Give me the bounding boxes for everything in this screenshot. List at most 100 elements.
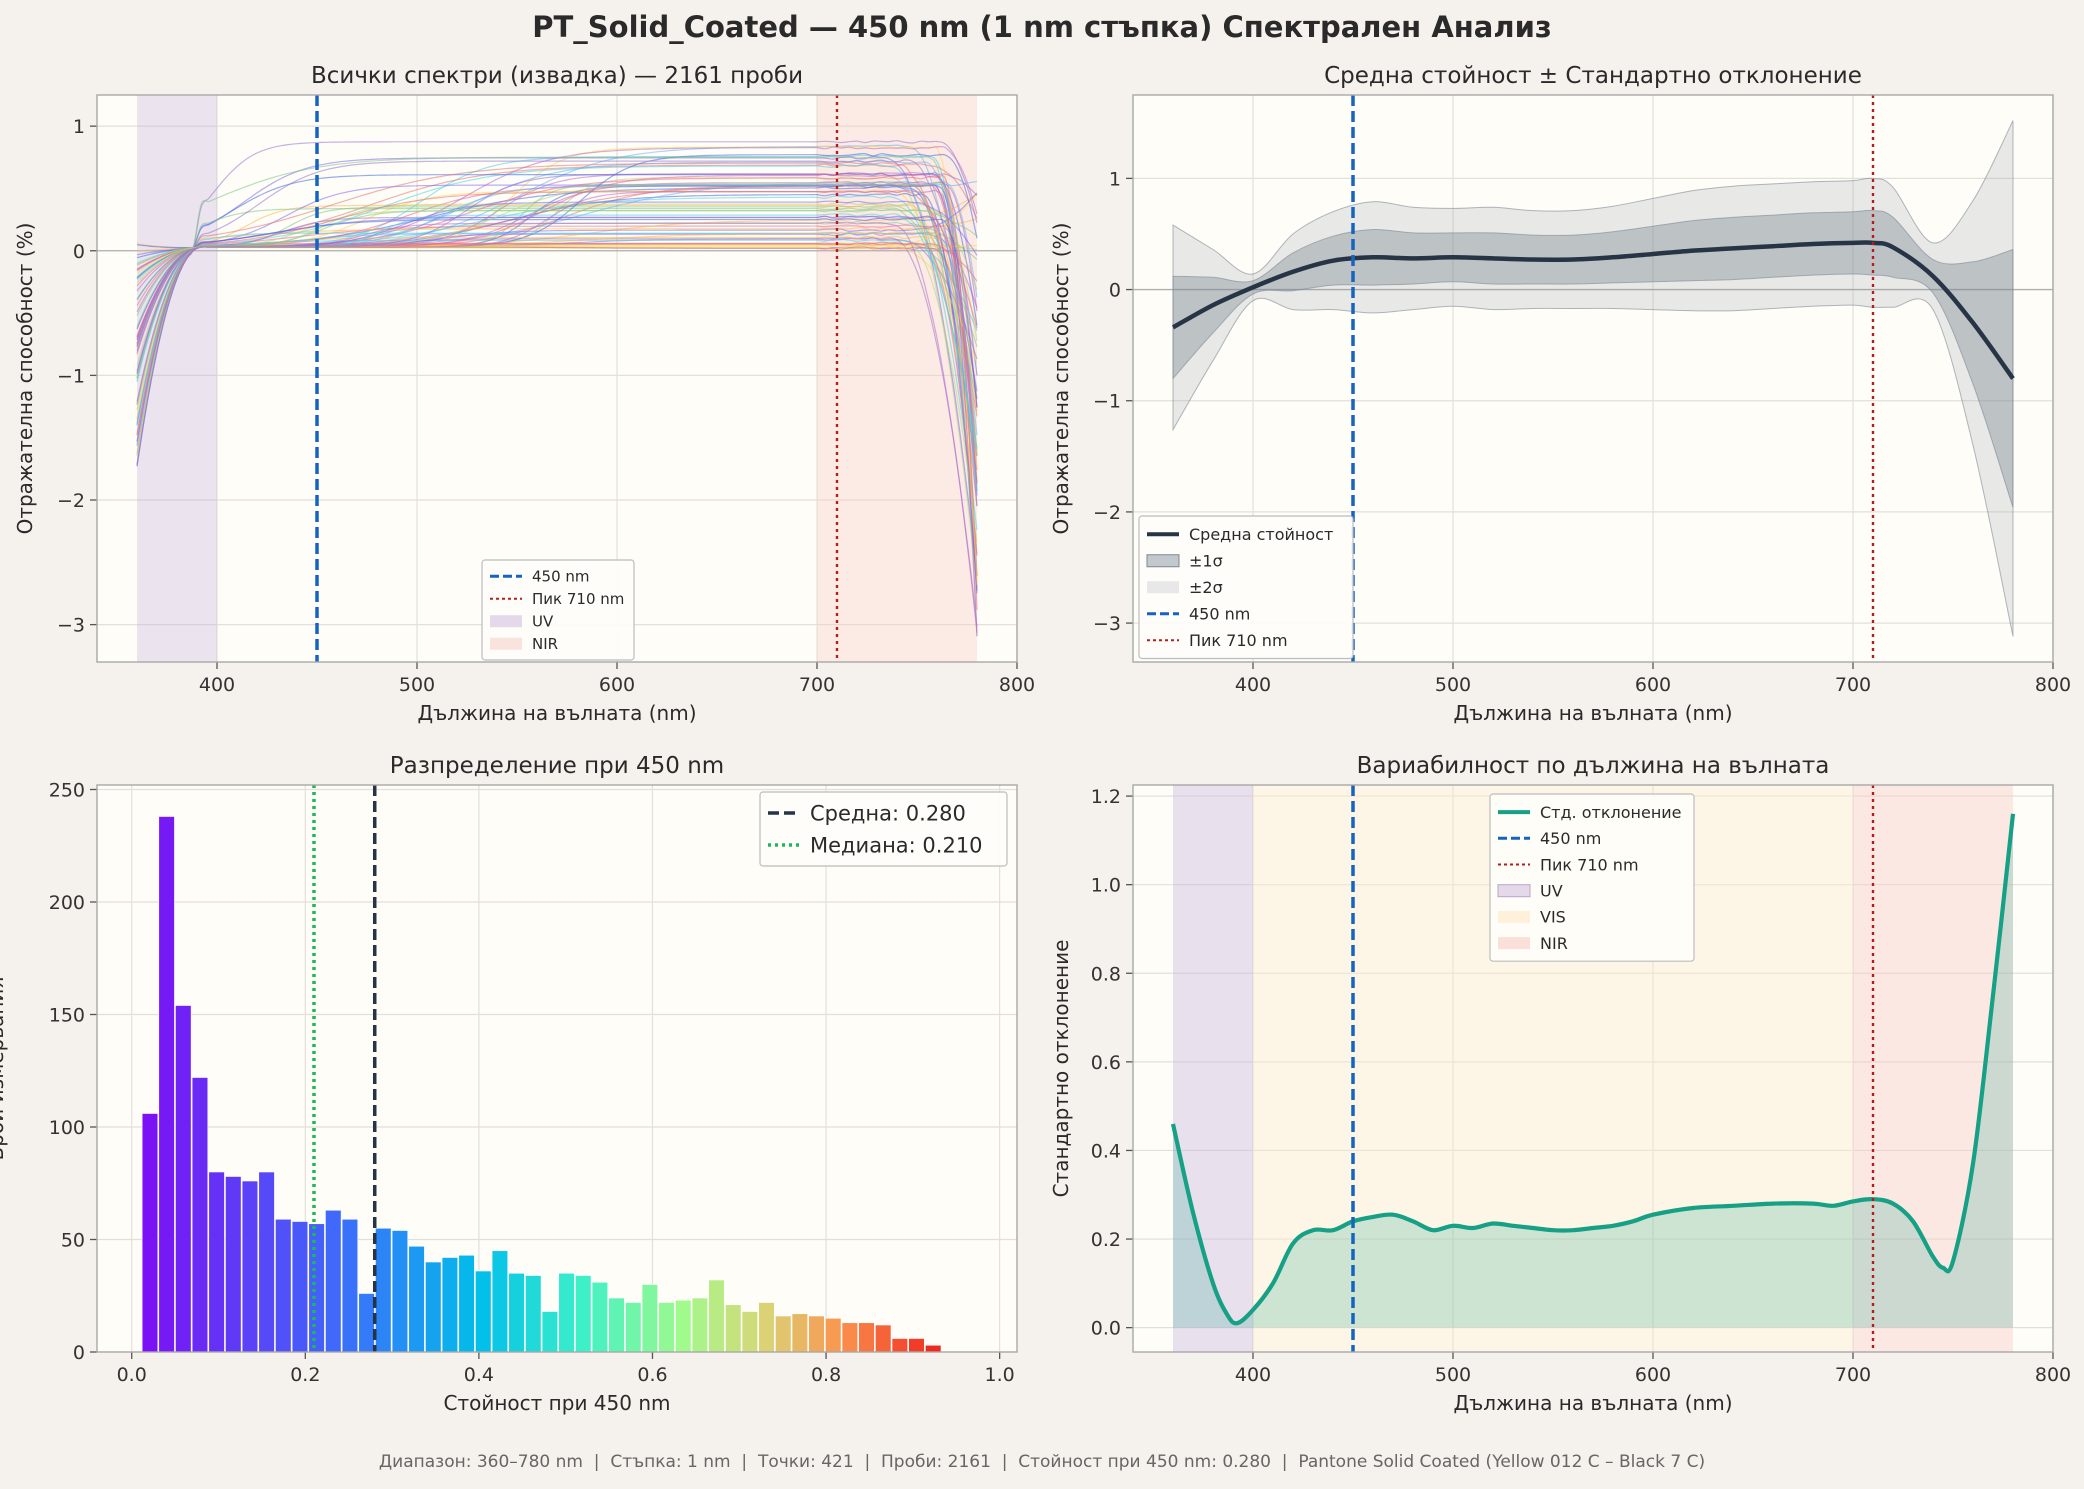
y-tick-label: −2 <box>57 490 85 512</box>
y-tick-label: 0.4 <box>1091 1140 1121 1162</box>
legend-box <box>759 791 1008 867</box>
histogram-bar <box>508 1272 525 1352</box>
histogram-bar <box>308 1223 325 1352</box>
y-tick-label: 0.2 <box>1091 1229 1121 1251</box>
histogram-bar <box>891 1338 908 1352</box>
histogram-bar <box>875 1324 892 1352</box>
histogram-bar <box>458 1254 475 1352</box>
y-tick-label: 0 <box>1109 280 1121 302</box>
histogram-bar <box>775 1315 792 1352</box>
footer-summary: Диапазон: 360–780 nm | Стъпка: 1 nm | То… <box>379 1452 1705 1472</box>
legend-label: 450 nm <box>1189 605 1250 624</box>
histogram-bar <box>208 1171 225 1352</box>
histogram-bar <box>425 1261 442 1352</box>
spectrum-line <box>136 159 978 405</box>
spectrum-line <box>136 217 978 408</box>
y-tick-label: 50 <box>61 1230 85 1252</box>
legend-label: Пик 710 nm <box>1540 855 1639 874</box>
histogram-bar <box>608 1297 625 1352</box>
y-axis-label: Стандартно отклонение <box>1049 940 1073 1198</box>
y-tick-label: −1 <box>1093 391 1121 413</box>
y-tick-label: 250 <box>49 780 85 802</box>
legend-label: Средна стойност <box>1189 525 1333 544</box>
legend-label: 450 nm <box>1540 829 1601 848</box>
histogram-bar <box>258 1171 275 1352</box>
histogram-bar <box>708 1279 725 1352</box>
band-1sigma <box>1172 209 2014 508</box>
x-tick-label: 700 <box>1835 1364 1871 1386</box>
histogram-bar <box>908 1338 925 1352</box>
histogram-bar <box>858 1322 875 1352</box>
mean-line <box>1171 240 2015 380</box>
histogram-bar <box>191 1077 209 1352</box>
legend-swatch <box>1498 937 1530 950</box>
chart-title: Разпределение при 450 nm <box>390 753 724 779</box>
legend-label: Медиана: 0.210 <box>810 834 983 858</box>
y-tick-label: 0.8 <box>1091 963 1121 985</box>
histogram-bar <box>575 1275 592 1352</box>
spectrum-line <box>136 140 978 402</box>
histogram-bar <box>275 1218 292 1352</box>
histogram-bar <box>525 1275 542 1352</box>
histogram-bar <box>158 816 175 1352</box>
spectrum-line <box>136 195 978 457</box>
chart-2: 400 500 600 700 800 1 0 −1 −2 −3 Средна стойност ±… <box>1049 63 2071 725</box>
band-2sigma <box>1172 120 2014 637</box>
histogram-bar <box>141 1113 159 1352</box>
spectrum-line <box>136 203 978 479</box>
spectrum-line <box>136 208 978 280</box>
std-area <box>1173 813 2013 1328</box>
histogram-bar <box>408 1245 425 1352</box>
legend-label: NIR <box>532 635 558 653</box>
histogram-bar <box>441 1257 459 1352</box>
plot-frame <box>1132 784 2054 1353</box>
y-axis-label: Отражателна способност (%) <box>1049 223 1073 535</box>
legend-label: Пик 710 nm <box>1189 631 1288 650</box>
y-tick-label: 0 <box>73 1342 85 1364</box>
histogram-bar <box>725 1304 742 1352</box>
x-tick-label: 700 <box>799 674 835 696</box>
histogram-bar <box>375 1227 392 1352</box>
histogram-bar <box>391 1230 409 1352</box>
x-tick-label: 500 <box>1435 1364 1471 1386</box>
histogram-bar <box>491 1250 509 1352</box>
histogram-bar <box>475 1270 492 1352</box>
histogram-bar <box>825 1317 842 1352</box>
x-tick-label: 400 <box>1235 674 1271 696</box>
x-tick-label: 500 <box>1435 674 1471 696</box>
x-axis-label: Дължина на вълната (nm) <box>1454 701 1733 725</box>
x-tick-label: 600 <box>1635 1364 1671 1386</box>
histogram-bar <box>658 1302 675 1352</box>
y-tick-label: 0.0 <box>1091 1318 1121 1340</box>
x-tick-label: 400 <box>1235 1364 1271 1386</box>
legend-label: Пик 710 nm <box>532 590 624 608</box>
y-tick-label: 0 <box>73 241 85 263</box>
legend-swatch <box>1146 554 1180 568</box>
spectrum-line <box>136 190 978 435</box>
y-tick-label: 1 <box>1109 168 1121 190</box>
histogram-bar <box>291 1221 309 1352</box>
plot-content <box>97 95 1017 662</box>
plot-frame <box>96 94 1018 663</box>
legend-swatch <box>1498 910 1530 923</box>
histogram-bar <box>691 1297 709 1352</box>
legend-box <box>1138 515 1354 660</box>
chart-4: 400 500 600 700 800 0.0 0.2 0.4 0.6 0.8 1.0 1.2 Вари… <box>1049 753 2071 1415</box>
x-tick-label: 0.6 <box>637 1364 667 1386</box>
histogram-bar <box>791 1313 808 1352</box>
legend-label: Стд. отклонение <box>1540 803 1682 822</box>
y-tick-label: 1.0 <box>1091 875 1121 897</box>
histogram-bar <box>241 1180 259 1352</box>
x-tick-label: 0.2 <box>290 1364 320 1386</box>
histogram-bar <box>225 1176 242 1352</box>
x-tick-label: 400 <box>199 674 235 696</box>
spectrum-line <box>136 161 978 417</box>
histogram-bar <box>741 1311 759 1352</box>
y-axis-label: Отражателна способност (%) <box>13 223 37 535</box>
histogram-bar <box>808 1315 825 1352</box>
x-tick-label: 800 <box>2035 674 2071 696</box>
legend-swatch <box>490 637 522 650</box>
chart-title: Вариабилност по дължина на вълната <box>1357 753 1830 779</box>
histogram-bar <box>841 1322 858 1352</box>
